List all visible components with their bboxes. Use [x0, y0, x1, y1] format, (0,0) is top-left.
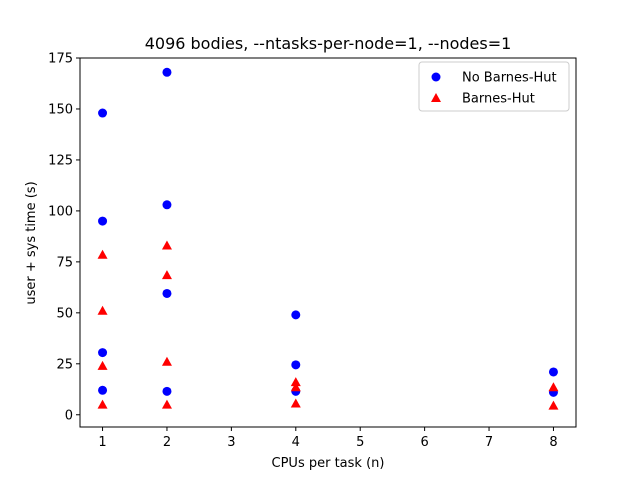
- no-barnes-hut-point: [162, 386, 172, 396]
- barnes-hut-point: [161, 356, 172, 366]
- axis-ticks: 1 2 3 4 5 6 7 8 0 25 50 75 100 125 150 175: [48, 52, 557, 451]
- x-tick-label: 8: [549, 435, 557, 450]
- barnes-hut-point: [97, 249, 108, 259]
- y-tick-label: 25: [56, 357, 73, 372]
- y-tick-label: 175: [48, 52, 73, 67]
- y-tick-label: 50: [56, 306, 73, 321]
- data-points: [97, 67, 559, 410]
- legend-marker: [431, 72, 441, 82]
- plot-area-frame: [79, 57, 577, 428]
- barnes-hut-point: [548, 382, 559, 392]
- y-axis-label: user + sys time (s): [24, 181, 39, 304]
- y-tick-label: 0: [65, 408, 73, 423]
- barnes-hut-point: [548, 400, 559, 410]
- barnes-hut-point: [97, 399, 108, 409]
- x-tick-label: 6: [420, 435, 428, 450]
- no-barnes-hut-point: [291, 360, 301, 370]
- legend-label: Barnes-Hut: [462, 92, 535, 107]
- barnes-hut-point: [161, 240, 172, 250]
- barnes-hut-point: [161, 270, 172, 280]
- barnes-hut-point: [97, 305, 108, 315]
- no-barnes-hut-point: [98, 108, 108, 118]
- x-tick-label: 7: [485, 435, 493, 450]
- x-tick-label: 2: [163, 435, 171, 450]
- legend-marker: [431, 93, 441, 102]
- barnes-hut-point: [290, 382, 301, 392]
- no-barnes-hut-point: [162, 288, 172, 298]
- no-barnes-hut-point: [162, 67, 172, 77]
- no-barnes-hut-point: [162, 200, 172, 210]
- barnes-hut-point: [290, 398, 301, 408]
- x-tick-label: 5: [356, 435, 364, 450]
- y-tick-label: 100: [48, 204, 73, 219]
- legend-box: [418, 61, 570, 112]
- no-barnes-hut-point: [291, 310, 301, 320]
- y-tick-label: 125: [48, 153, 73, 168]
- legend-label: No Barnes-Hut: [462, 71, 557, 86]
- legend: No Barnes-Hut Barnes-Hut: [418, 61, 570, 112]
- x-axis-label: CPUs per task (n): [272, 456, 385, 471]
- no-barnes-hut-point: [98, 385, 108, 395]
- x-tick-label: 3: [227, 435, 235, 450]
- no-barnes-hut-point: [98, 348, 108, 358]
- barnes-hut-point: [290, 377, 301, 387]
- no-barnes-hut-point: [98, 216, 108, 226]
- no-barnes-hut-point: [548, 367, 558, 377]
- y-tick-label: 75: [56, 255, 73, 270]
- chart-title: 4096 bodies, --ntasks-per-node=1, --node…: [145, 34, 512, 53]
- x-tick-label: 4: [292, 435, 300, 450]
- x-tick-label: 1: [98, 435, 106, 450]
- barnes-hut-point: [97, 360, 108, 370]
- barnes-hut-point: [161, 399, 172, 409]
- y-tick-label: 150: [48, 102, 73, 117]
